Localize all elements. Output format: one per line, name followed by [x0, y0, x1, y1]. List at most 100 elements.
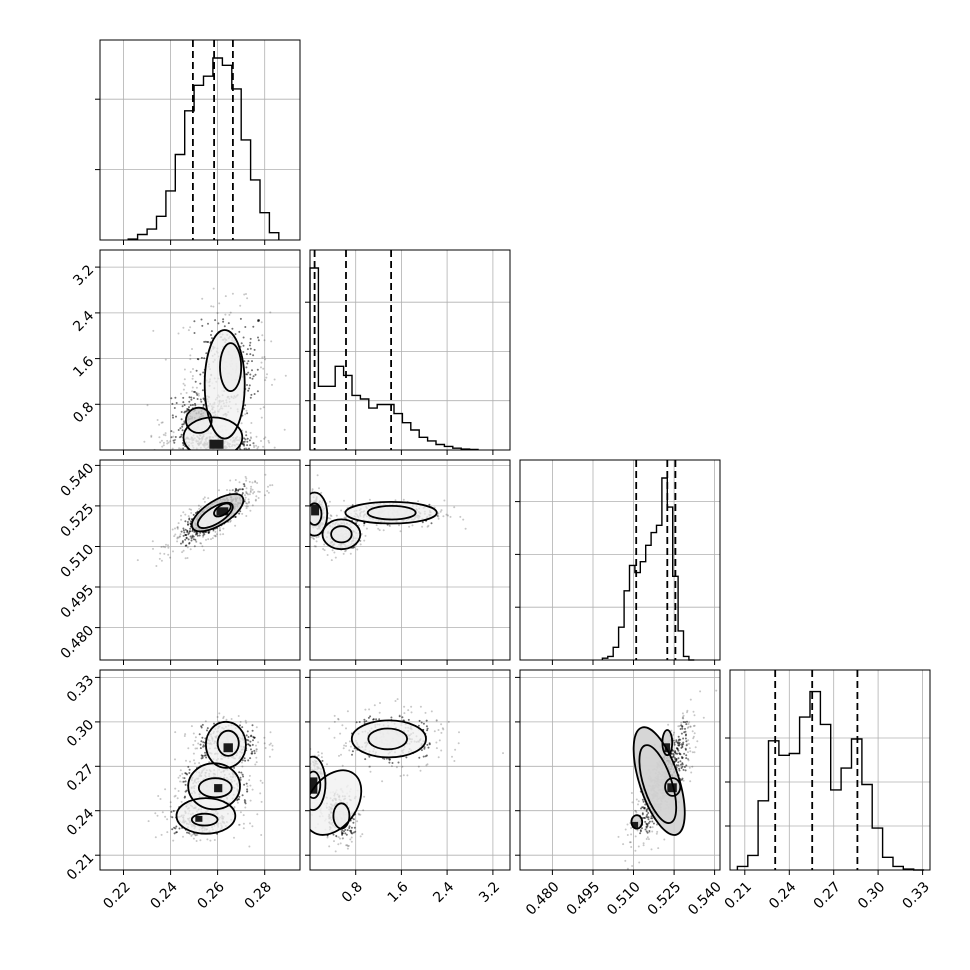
scatter-point-3-1-101 — [426, 729, 429, 732]
scatter-point-3-0-259 — [243, 757, 246, 760]
scatter-point-2-0-533 — [189, 535, 192, 538]
scatter-point-1-0-371 — [177, 429, 180, 431]
scatter-point-2-0-487 — [250, 485, 253, 488]
panel-frame-2-1 — [309, 459, 511, 661]
scatter-point-3-0-552 — [259, 779, 262, 782]
scatter-point-3-2-118 — [685, 744, 688, 747]
scatter-point-3-0-314 — [185, 759, 187, 762]
scatter-point-2-0-191 — [184, 538, 187, 541]
scatter-point-2-1-143 — [402, 498, 405, 501]
scatter-point-3-0-323 — [177, 776, 180, 779]
scatter-point-3-0-1 — [264, 747, 267, 749]
scatter-point-3-2-69 — [673, 743, 676, 746]
scatter-point-2-0-36 — [180, 542, 182, 545]
scatter-point-1-0-399 — [191, 390, 194, 393]
scatter-point-2-0-613 — [251, 481, 254, 484]
scatter-point-3-2-50 — [634, 835, 637, 838]
scatter-point-3-0-422 — [176, 797, 179, 800]
scatter-point-3-1-776 — [303, 775, 305, 777]
scatter-point-3-2-288 — [691, 765, 694, 768]
scatter-point-3-2-165 — [690, 771, 693, 774]
scatter-point-2-1-30 — [394, 499, 397, 502]
scatter-point-1-0-641 — [262, 445, 265, 448]
scatter-point-3-0-424 — [174, 787, 177, 790]
scatter-point-3-2-650 — [691, 730, 694, 733]
scatter-point-3-0-220 — [244, 759, 247, 762]
scatter-point-3-0-437 — [174, 794, 177, 797]
scatter-point-1-0-196 — [283, 428, 286, 431]
scatter-point-3-0-115 — [206, 727, 209, 730]
scatter-point-3-1-53 — [367, 716, 370, 719]
scatter-point-3-2-558 — [639, 829, 642, 832]
scatter-point-3-2-166 — [642, 800, 645, 803]
scatter-point-1-0-251 — [194, 380, 197, 383]
scatter-point-3-0-96 — [204, 720, 207, 723]
scatter-point-3-2-358 — [637, 845, 640, 848]
scatter-point-1-0-690 — [249, 436, 252, 439]
scatter-point-3-1-262 — [440, 749, 443, 752]
scatter-point-3-1-195 — [425, 754, 428, 757]
scatter-point-3-1-173 — [426, 763, 429, 766]
scatter-point-2-0-403 — [160, 546, 163, 548]
scatter-point-1-0-248 — [249, 373, 252, 376]
scatter-point-1-0-127 — [242, 336, 245, 339]
scatter-point-3-2-635 — [679, 728, 682, 730]
scatter-point-2-1-837 — [307, 510, 309, 512]
scatter-point-1-0-89 — [224, 313, 227, 316]
scatter-point-1-0-400 — [182, 444, 185, 446]
scatter-area-3-1 — [303, 698, 504, 853]
scatter-point-1-0-39 — [256, 390, 259, 393]
scatter-area-3-2 — [617, 689, 718, 870]
scatter-point-1-0-649 — [249, 444, 252, 447]
contour-3-1-1 — [350, 719, 427, 759]
scatter-point-3-0-471 — [187, 765, 190, 768]
scatter-point-3-1-406 — [337, 836, 340, 839]
scatter-point-1-0-761 — [249, 431, 252, 434]
scatter-point-3-1-604 — [305, 778, 307, 780]
scatter-point-3-0-70 — [245, 721, 248, 724]
scatter-point-3-1-254 — [349, 745, 352, 748]
scatter-point-3-2-473 — [679, 738, 682, 741]
scatter-point-1-0-813 — [182, 447, 185, 450]
scatter-point-2-0-196 — [247, 501, 250, 504]
scatter-point-3-0-845 — [239, 811, 242, 814]
scatter-point-1-0-636 — [174, 436, 177, 438]
scatter-point-2-0-648 — [239, 488, 241, 491]
scatter-point-2-0-436 — [183, 531, 186, 534]
scatter-point-3-2-495 — [641, 798, 644, 801]
scatter-point-1-0-153 — [210, 334, 212, 336]
scatter-point-3-1-463 — [354, 830, 357, 833]
scatter-point-3-2-449 — [675, 764, 678, 767]
scatter-point-2-0-283 — [267, 485, 269, 488]
scatter-point-1-0-53 — [182, 326, 185, 329]
scatter-point-3-0-738 — [166, 831, 169, 834]
scatter-point-3-0-378 — [245, 782, 248, 785]
scatter-point-3-0-153 — [241, 726, 244, 729]
scatter-point-2-1-602 — [305, 523, 307, 525]
scatter-point-1-0-90 — [206, 341, 209, 343]
scatter-point-3-0-38 — [187, 747, 190, 750]
scatter-point-2-0-290 — [241, 492, 244, 495]
scatter-point-3-1-42 — [453, 760, 456, 762]
scatter-point-1-0-683 — [143, 440, 146, 443]
scatter-point-3-2-615 — [686, 709, 689, 712]
scatter-point-2-0-502 — [187, 523, 189, 526]
scatter-point-2-0-77 — [173, 535, 176, 538]
scatter-point-1-0-720 — [178, 453, 180, 455]
scatter-point-3-0-510 — [246, 790, 249, 792]
scatter-point-3-0-650 — [164, 815, 167, 818]
scatter-point-1-0-861 — [200, 450, 202, 452]
scatter-point-3-2-407 — [641, 813, 644, 816]
scatter-point-2-0-504 — [202, 498, 205, 500]
scatter-point-2-0-293 — [234, 489, 237, 492]
scatter-point-1-0-677 — [167, 441, 170, 444]
scatter-point-1-0-577 — [181, 405, 184, 408]
scatter-point-2-0-13 — [182, 529, 185, 532]
scatter-point-1-0-275 — [245, 353, 248, 356]
scatter-point-3-0-205 — [203, 754, 206, 757]
scatter-point-3-2-208 — [682, 741, 685, 744]
scatter-point-1-0-404 — [174, 396, 177, 399]
scatter-point-2-1-817 — [312, 537, 315, 540]
scatter-point-3-1-142 — [457, 742, 460, 745]
scatter-point-1-0-68 — [263, 356, 266, 358]
